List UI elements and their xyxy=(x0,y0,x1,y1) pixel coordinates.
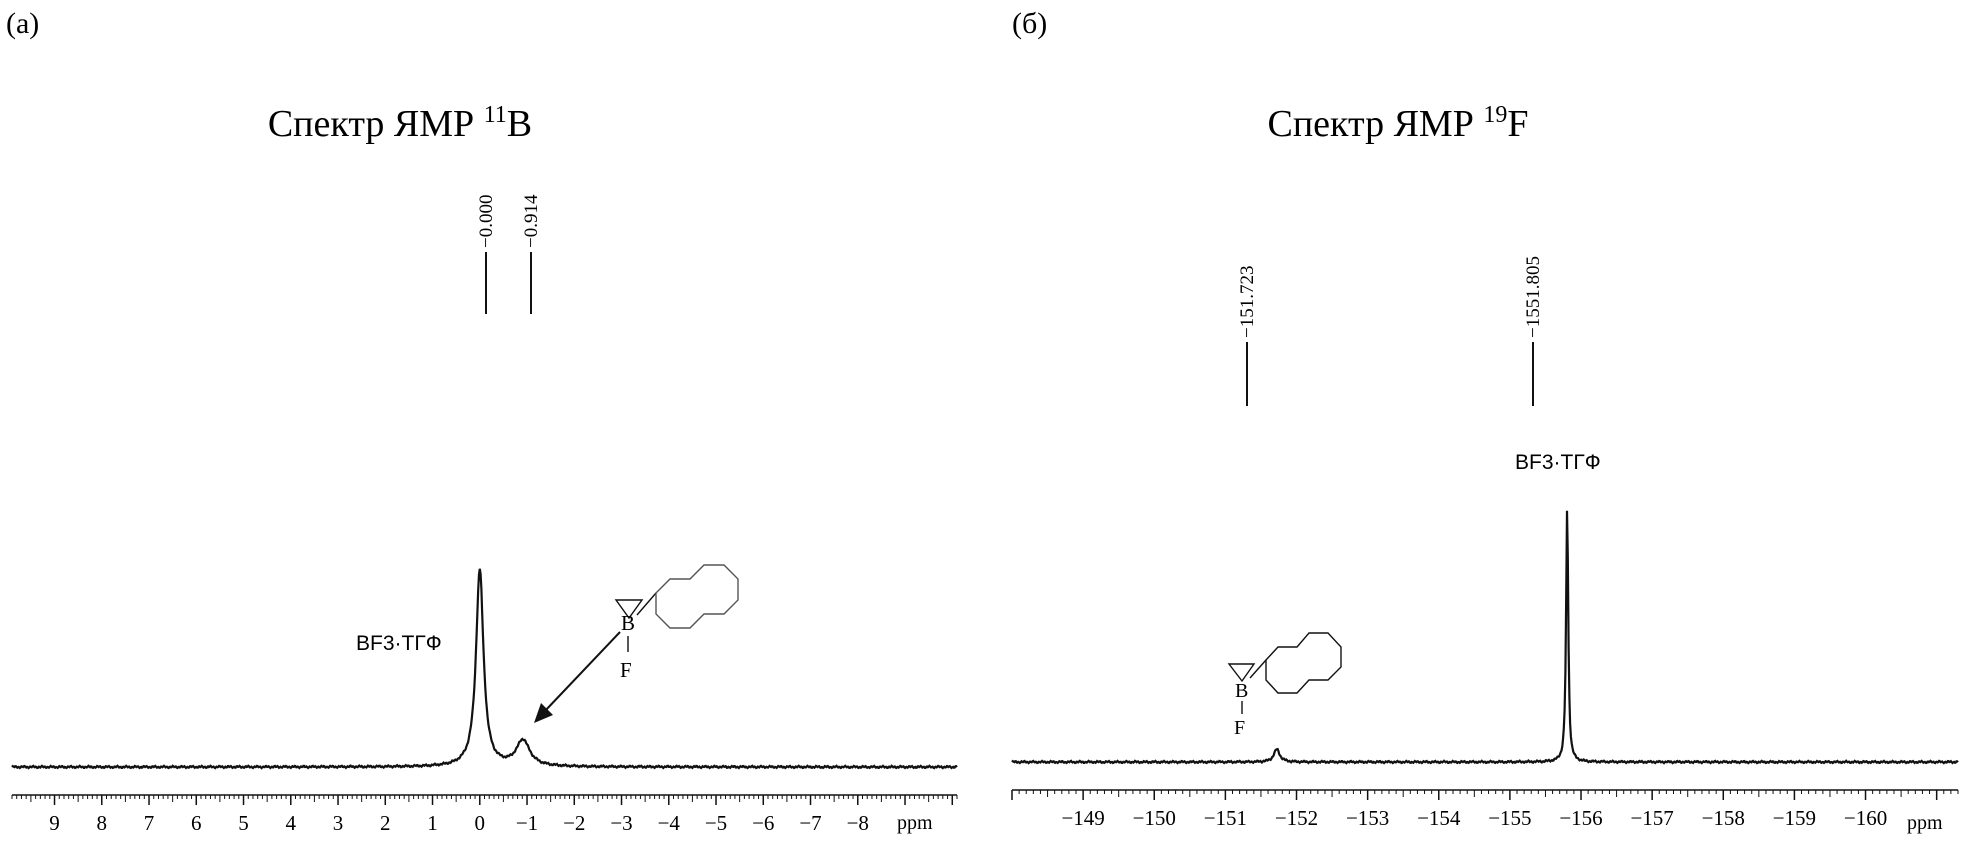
tick-label: −154 xyxy=(1417,806,1461,830)
peak-b2-label: −1551.805 xyxy=(1523,256,1544,338)
panel-b-title-element: F xyxy=(1507,103,1528,145)
tick-label: −149 xyxy=(1061,806,1104,830)
tick-label: −1 xyxy=(516,811,538,835)
panel-a-annotation-bf3: BF3·ТГФ xyxy=(356,632,442,655)
tick-label: 9 xyxy=(49,811,60,835)
panel-a-title: Спектр ЯМР 11B xyxy=(268,102,532,145)
tick-label: −8 xyxy=(847,811,869,835)
tick-label: 4 xyxy=(286,811,297,835)
tick-label: 0 xyxy=(475,811,486,835)
peak-a2-label: −0.914 xyxy=(521,194,542,248)
axis-a-ticks: 9 8 7 6 5 4 3 2 1 0 −1 −2 −3 −4 −5 −6 −7 −8 xyxy=(11,795,958,835)
tick-label: 7 xyxy=(144,811,155,835)
panel-b-atom-b: B xyxy=(1235,680,1248,702)
tick-label: −158 xyxy=(1702,806,1745,830)
tick-label: −159 xyxy=(1773,806,1816,830)
tick-label: −153 xyxy=(1346,806,1389,830)
tick-label: 2 xyxy=(380,811,391,835)
panel-b-label: (б) xyxy=(1012,7,1047,40)
axis-b-ticks: −149 −150 −151 −152 −153 −154 −155 −156 −157 −158… xyxy=(1011,790,1959,830)
tick-label: 3 xyxy=(333,811,344,835)
tick-label: −157 xyxy=(1630,806,1673,830)
panel-a-atom-b: B xyxy=(621,611,635,635)
panel-b-title-isotope: 19 xyxy=(1483,102,1507,128)
panel-a-title-isotope: 11 xyxy=(484,102,507,128)
panel-a-arrow xyxy=(534,631,621,723)
spectrum-b-trace xyxy=(1011,510,1959,765)
tick-label: −6 xyxy=(752,811,774,835)
tick-label: 8 xyxy=(97,811,108,835)
spectrum-a-trace xyxy=(11,568,958,770)
panel-b-atom-f: F xyxy=(1234,717,1245,739)
panel-a-title-element: B xyxy=(507,103,532,145)
panel-a: (a) Спектр ЯМР 11B −0.000 −0.914 BF3·ТГФ… xyxy=(6,7,958,835)
panel-b: (б) Спектр ЯМР 19F −151.723 −1551.805 BF… xyxy=(1011,7,1959,834)
axis-a-xlabel: ppm xyxy=(897,812,933,834)
panel-b-title-main: Спектр ЯМР xyxy=(1268,103,1484,145)
panel-a-structure: B F xyxy=(614,564,739,682)
panel-b-title: Спектр ЯМР 19F xyxy=(1268,102,1529,145)
tick-label: −2 xyxy=(563,811,585,835)
panel-a-label: (a) xyxy=(6,7,39,40)
tick-label: 1 xyxy=(427,811,438,835)
tick-label: −151 xyxy=(1204,806,1247,830)
panel-b-annotation-bf3: BF3·ТГФ xyxy=(1515,451,1601,474)
tick-label: −7 xyxy=(799,811,821,835)
peak-a1-label: −0.000 xyxy=(476,195,497,248)
tick-label: −155 xyxy=(1488,806,1531,830)
panel-b-structure: B F xyxy=(1227,632,1342,739)
axis-b-xlabel: ppm xyxy=(1907,812,1943,834)
tick-label: −4 xyxy=(658,811,681,835)
tick-label: −3 xyxy=(610,811,632,835)
peak-b1-label: −151.723 xyxy=(1237,266,1258,338)
tick-label: −160 xyxy=(1844,806,1887,830)
panel-a-title-main: Спектр ЯМР xyxy=(268,103,484,145)
tick-label: −156 xyxy=(1559,806,1602,830)
tick-label: 5 xyxy=(238,811,249,835)
tick-label: −5 xyxy=(705,811,727,835)
tick-label: −150 xyxy=(1133,806,1176,830)
tick-label: 6 xyxy=(191,811,202,835)
tick-label: −152 xyxy=(1275,806,1318,830)
panel-a-atom-f: F xyxy=(620,658,632,682)
